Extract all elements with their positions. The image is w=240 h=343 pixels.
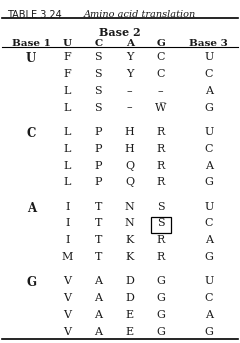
Text: G: G [156, 327, 165, 337]
Text: G: G [204, 327, 213, 337]
Text: R: R [157, 161, 165, 170]
Text: –: – [127, 86, 132, 96]
Text: C: C [26, 127, 36, 140]
Text: C: C [204, 293, 213, 303]
Text: V: V [63, 276, 71, 286]
Text: G: G [156, 39, 165, 48]
Text: F: F [63, 69, 71, 79]
Text: L: L [64, 103, 71, 113]
Text: S: S [95, 69, 102, 79]
Text: U: U [204, 127, 213, 137]
Text: L: L [64, 144, 71, 154]
Text: W̅: W̅ [155, 103, 167, 113]
Text: U: U [26, 52, 36, 65]
Text: A: A [205, 310, 213, 320]
Text: A: A [94, 293, 102, 303]
Text: G: G [204, 103, 213, 113]
Text: U: U [204, 276, 213, 286]
Text: Base 2: Base 2 [99, 27, 141, 38]
Text: U: U [204, 52, 213, 62]
Text: S: S [157, 218, 165, 228]
Text: R: R [157, 144, 165, 154]
Text: M: M [61, 252, 73, 262]
Text: F: F [63, 52, 71, 62]
Text: H: H [125, 144, 134, 154]
Text: T: T [95, 202, 102, 212]
Text: V: V [63, 327, 71, 337]
Text: D: D [125, 276, 134, 286]
Text: R: R [157, 177, 165, 187]
Text: R: R [157, 127, 165, 137]
Text: Y: Y [126, 69, 133, 79]
Bar [151, 217, 171, 233]
Text: Base 3: Base 3 [189, 39, 228, 48]
Text: Amino acid translation: Amino acid translation [84, 10, 196, 19]
Text: G: G [156, 310, 165, 320]
Text: A: A [126, 39, 134, 48]
Text: –: – [158, 86, 164, 96]
Text: D: D [125, 293, 134, 303]
Text: Base 1: Base 1 [12, 39, 51, 48]
Text: C: C [204, 144, 213, 154]
Text: I: I [65, 235, 69, 245]
Text: H: H [125, 127, 134, 137]
Text: L: L [64, 161, 71, 170]
Text: I: I [65, 218, 69, 228]
Text: V: V [63, 293, 71, 303]
Text: C: C [156, 69, 165, 79]
Text: U: U [63, 39, 72, 48]
Text: G: G [156, 293, 165, 303]
Text: –: – [127, 103, 132, 113]
Text: S: S [95, 103, 102, 113]
Text: P: P [95, 144, 102, 154]
Text: S: S [95, 52, 102, 62]
Text: C: C [204, 69, 213, 79]
Text: P: P [95, 177, 102, 187]
Text: A: A [205, 161, 213, 170]
Text: N: N [125, 202, 134, 212]
Text: L: L [64, 177, 71, 187]
Text: T: T [95, 235, 102, 245]
Text: E: E [126, 310, 134, 320]
Text: U: U [204, 202, 213, 212]
Text: A: A [94, 276, 102, 286]
Text: Q: Q [125, 161, 134, 170]
Text: L: L [64, 86, 71, 96]
Text: E: E [126, 327, 134, 337]
Text: V: V [63, 310, 71, 320]
Text: G: G [204, 252, 213, 262]
Text: A: A [94, 327, 102, 337]
Text: Y: Y [126, 52, 133, 62]
Text: C: C [204, 218, 213, 228]
Text: L: L [64, 127, 71, 137]
Text: TABLE 3.24: TABLE 3.24 [7, 10, 62, 20]
Text: S: S [95, 86, 102, 96]
Text: R: R [157, 252, 165, 262]
Text: N: N [125, 218, 134, 228]
Text: G: G [204, 177, 213, 187]
Text: A: A [94, 310, 102, 320]
Text: S: S [157, 202, 165, 212]
Text: C: C [156, 52, 165, 62]
Text: G: G [156, 276, 165, 286]
Text: K: K [126, 235, 134, 245]
Text: Q: Q [125, 177, 134, 187]
Text: G: G [26, 276, 36, 289]
Text: T: T [95, 252, 102, 262]
Text: T: T [95, 218, 102, 228]
Text: P: P [95, 127, 102, 137]
Text: A: A [205, 235, 213, 245]
Text: C: C [94, 39, 102, 48]
Text: K: K [126, 252, 134, 262]
Text: A: A [205, 86, 213, 96]
Text: P: P [95, 161, 102, 170]
Text: I: I [65, 202, 69, 212]
Text: R: R [157, 235, 165, 245]
Text: A: A [27, 202, 36, 215]
